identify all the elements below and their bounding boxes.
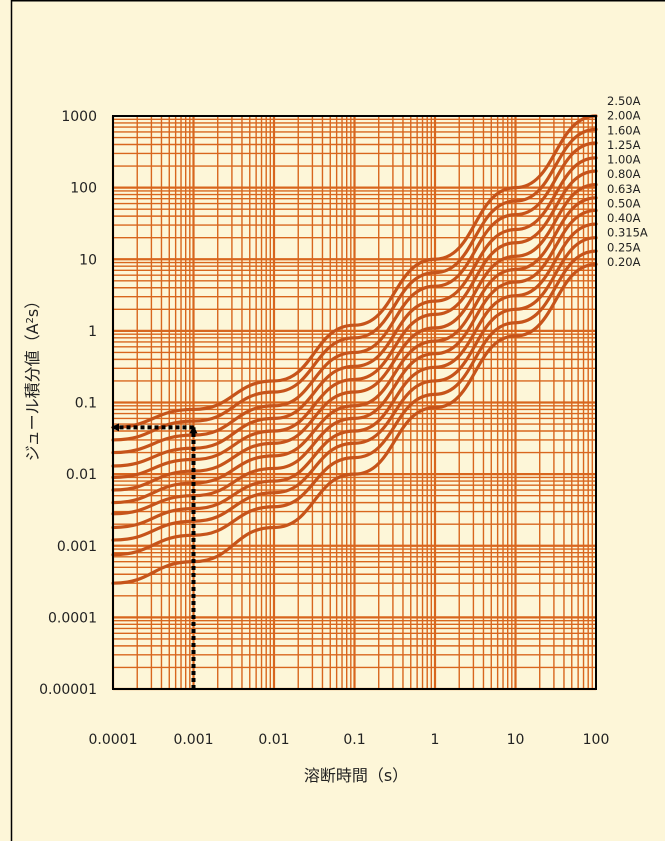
y-tick-label: 10 xyxy=(79,252,97,268)
legend-label-0.50A: 0.50A xyxy=(607,196,641,210)
x-tick-labels: 0.0001 0.001 0.01 0.1 1 10 100 xyxy=(89,732,610,748)
curve-0.50A xyxy=(111,208,598,516)
x-tick-label: 100 xyxy=(583,732,610,748)
x-tick-label: 0.1 xyxy=(343,732,365,748)
example-arrows xyxy=(111,423,198,689)
fuse-curves xyxy=(111,114,598,585)
x-tick-label: 0.01 xyxy=(258,732,289,748)
y-axis-label-sup: 2 xyxy=(25,317,36,323)
plot-area-border xyxy=(112,115,597,690)
curve-0.25A xyxy=(111,249,598,557)
x-axis-label: 溶断時間（s） xyxy=(304,766,408,785)
curve-0.40A xyxy=(111,222,598,530)
legend-label-0.80A: 0.80A xyxy=(607,167,641,181)
y-tick-label: 0.1 xyxy=(75,396,97,412)
curve-1.60A xyxy=(111,141,598,455)
legend-label-1.00A: 1.00A xyxy=(607,153,641,167)
y-tick-label: 0.00001 xyxy=(39,682,97,698)
legend-label-2.50A: 2.50A xyxy=(607,94,641,108)
legend-label-1.25A: 1.25A xyxy=(607,138,641,152)
x-tick-label: 0.0001 xyxy=(89,732,138,748)
y-tick-label: 0.01 xyxy=(66,467,97,483)
x-tick-label: 10 xyxy=(507,732,525,748)
legend-label-0.315A: 0.315A xyxy=(607,226,648,240)
curve-1.25A xyxy=(111,156,598,468)
curve-0.315A xyxy=(111,236,598,542)
x-tick-label: 1 xyxy=(431,732,440,748)
y-axis-label-tail: s） xyxy=(23,293,42,317)
legend-label-0.40A: 0.40A xyxy=(607,211,641,225)
curve-0.80A xyxy=(111,183,598,492)
y-tick-label: 0.001 xyxy=(57,539,97,555)
series-legend: 2.50A2.00A1.60A1.25A1.00A0.80A0.63A0.50A… xyxy=(607,94,648,269)
curve-1.00A xyxy=(111,169,598,480)
y-tick-label: 100 xyxy=(70,181,97,197)
y-tick-labels: 0.00001 0.0001 0.001 0.01 0.1 1 10 100 1000 xyxy=(39,109,97,698)
legend-label-0.20A: 0.20A xyxy=(607,255,641,269)
y-axis-label-main: ジュール積分値（A xyxy=(23,323,42,461)
curve-2.50A xyxy=(111,114,598,429)
legend-label-0.25A: 0.25A xyxy=(607,240,641,254)
y-tick-label: 1000 xyxy=(61,109,97,125)
y-tick-label: 1 xyxy=(88,324,97,340)
curve-2.00A xyxy=(111,127,598,442)
legend-label-0.63A: 0.63A xyxy=(607,182,641,196)
x-tick-label: 0.001 xyxy=(173,732,213,748)
y-axis-label: ジュール積分値（A2s） xyxy=(23,293,42,462)
legend-label-1.60A: 1.60A xyxy=(607,123,641,137)
y-tick-label: 0.0001 xyxy=(48,610,97,626)
legend-label-2.00A: 2.00A xyxy=(607,109,641,123)
